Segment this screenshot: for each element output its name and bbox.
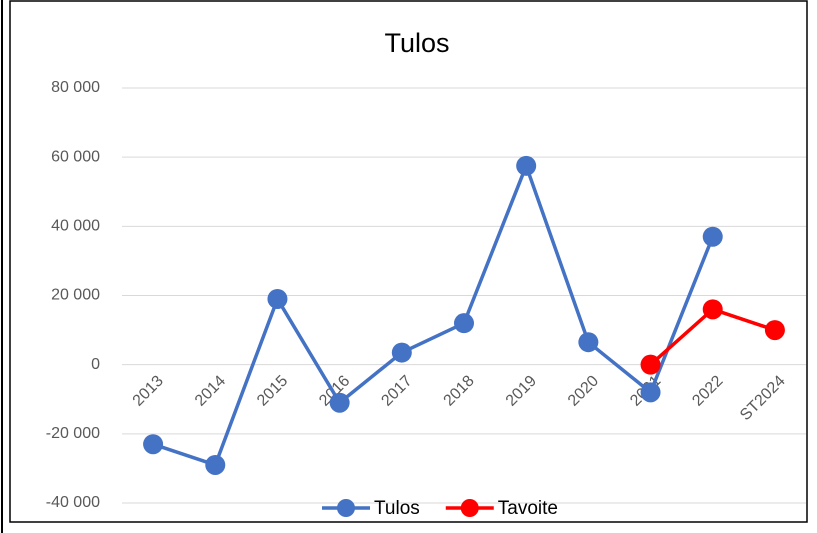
y-tick-label: 40 000 bbox=[51, 218, 100, 235]
y-tick-label: 60 000 bbox=[51, 148, 100, 165]
marker bbox=[205, 454, 226, 475]
marker bbox=[640, 382, 661, 403]
marker bbox=[764, 320, 785, 341]
marker bbox=[702, 299, 723, 320]
marker bbox=[143, 434, 164, 455]
y-tick-label: -20 000 bbox=[46, 425, 100, 442]
marker bbox=[329, 392, 350, 413]
legend-label: Tulos bbox=[374, 498, 420, 519]
y-tick-label: -40 000 bbox=[46, 494, 100, 511]
marker bbox=[516, 155, 537, 176]
chart-title: Tulos bbox=[384, 28, 449, 58]
marker bbox=[702, 226, 723, 247]
y-tick-label: 0 bbox=[91, 356, 100, 373]
marker bbox=[454, 313, 474, 334]
legend-marker bbox=[460, 499, 479, 517]
y-tick-label: 20 000 bbox=[51, 287, 100, 304]
legend-label: Tavoite bbox=[498, 498, 558, 519]
marker bbox=[267, 288, 288, 309]
marker bbox=[640, 354, 661, 375]
line bbox=[152, 164, 715, 467]
legend-marker bbox=[337, 499, 355, 517]
chart-border bbox=[9, 0, 808, 523]
marker bbox=[578, 332, 599, 353]
marker bbox=[391, 342, 412, 363]
y-tick-label: 80 000 bbox=[51, 79, 100, 96]
